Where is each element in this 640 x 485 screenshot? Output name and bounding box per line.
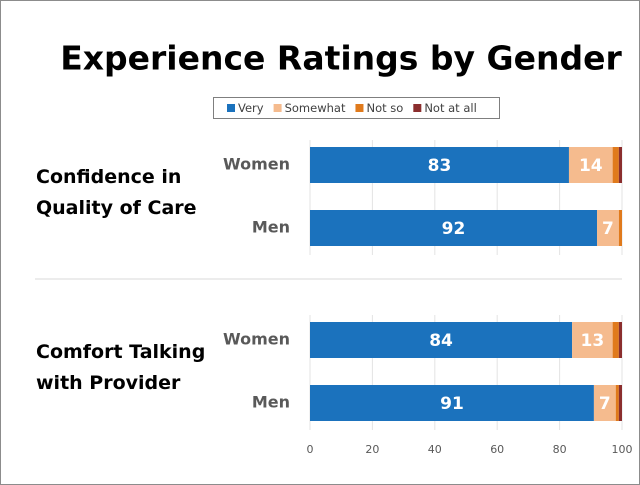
legend-label: Very	[238, 101, 264, 115]
y-tick-label: Women	[223, 330, 290, 349]
legend-swatch	[355, 104, 364, 112]
bar-segment	[597, 210, 619, 246]
x-tick-label: 80	[553, 443, 567, 456]
data-label: 91	[440, 394, 464, 414]
x-tick-label: 100	[612, 443, 633, 456]
bar-segment	[612, 147, 619, 183]
bar-segment	[615, 385, 619, 421]
bar-segment	[618, 322, 622, 358]
y-tick-label: Men	[252, 218, 290, 237]
group-label: Confidence in Quality of Care	[36, 166, 197, 219]
legend-swatch	[227, 104, 235, 112]
legend-swatch	[413, 104, 422, 112]
data-label: 14	[579, 156, 603, 176]
bar-segment	[572, 322, 613, 358]
chart-title: Experience Ratings by Gender	[60, 39, 622, 78]
bar-segment	[618, 210, 622, 246]
bar-segment	[618, 385, 622, 421]
legend-label: Somewhat	[285, 101, 346, 115]
data-label: 7	[602, 219, 614, 239]
y-tick-label: Men	[252, 393, 290, 412]
bar-segment	[310, 322, 573, 358]
legend-swatch	[273, 104, 282, 112]
legend-label: Not so	[366, 101, 403, 115]
bar-segment	[568, 147, 613, 183]
x-tick-label: 40	[428, 443, 442, 456]
data-label: 92	[442, 219, 466, 239]
data-label: 84	[429, 331, 453, 351]
bar-segment	[593, 385, 616, 421]
bar-segment	[310, 147, 569, 183]
data-label: 13	[581, 331, 605, 351]
bar-segment	[618, 147, 622, 183]
legend-label: Not at all	[424, 101, 476, 115]
x-tick-label: 0	[307, 443, 314, 456]
bar-segment	[612, 322, 619, 358]
bar-segment	[310, 210, 598, 246]
group-label: Comfort Talking with Provider	[36, 341, 206, 394]
bar-segment	[310, 385, 594, 421]
x-tick-label: 60	[490, 443, 504, 456]
x-tick-label: 20	[365, 443, 379, 456]
data-label: 7	[599, 394, 611, 414]
y-tick-label: Women	[223, 155, 290, 174]
data-label: 83	[428, 156, 452, 176]
